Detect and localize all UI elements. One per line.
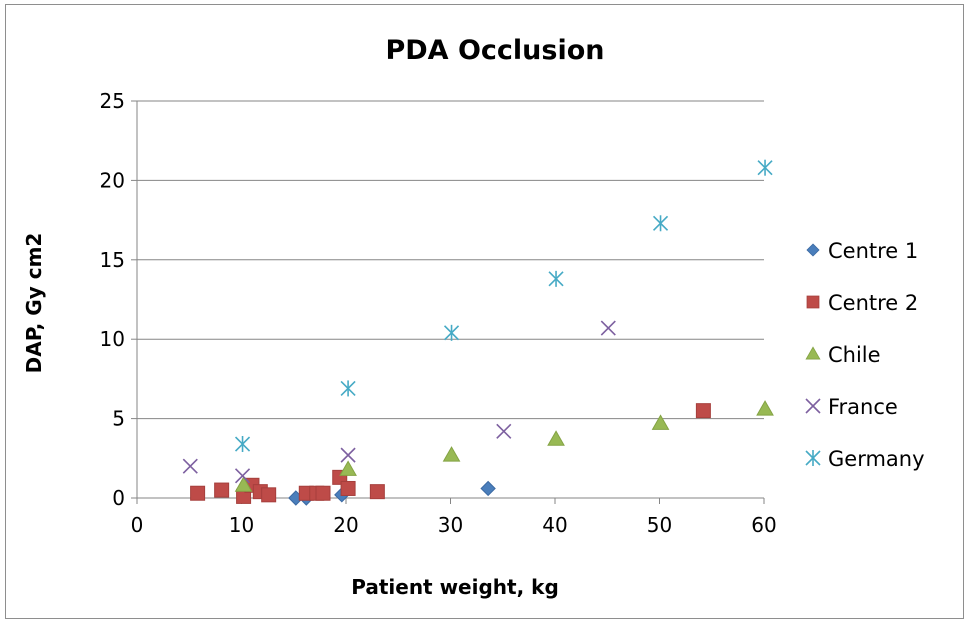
s1-point (340, 480, 356, 496)
s4-point (443, 324, 460, 341)
legend-marker (805, 450, 821, 466)
legend: Centre 1 Centre 2 Chile France Germany (805, 239, 925, 471)
s2-point (547, 430, 565, 446)
s1-point (695, 403, 711, 419)
s1-point (214, 482, 230, 498)
chart-title: PDA Occlusion (385, 35, 604, 66)
legend-item: Germany (805, 447, 925, 471)
legend-label: Germany (828, 447, 925, 471)
x-tick-label: 60 (751, 513, 776, 537)
y-tick-labels: 0 5 10 15 20 25 (100, 89, 125, 510)
y-tick-label: 10 (100, 327, 125, 351)
s4-point (548, 270, 564, 287)
s1-point (261, 487, 277, 503)
legend-item: France (805, 395, 898, 419)
s2-point (651, 414, 670, 430)
s3-point (496, 423, 512, 439)
x-tick-label: 40 (542, 513, 567, 537)
x-tick-label: 20 (333, 513, 358, 537)
s0-point (480, 480, 496, 497)
data-points (182, 159, 774, 506)
x-tick-label: 0 (131, 513, 144, 537)
legend-marker (805, 398, 821, 414)
s2-point (442, 446, 461, 462)
s4-point (757, 159, 773, 176)
y-axis-title: DAP, Gy cm2 (22, 233, 46, 374)
y-tick-label: 15 (100, 248, 125, 272)
s3-point (234, 468, 251, 484)
x-tick-labels: 0 10 20 30 40 50 60 (131, 513, 777, 537)
chart-frame: PDA Occlusion 0 5 10 15 20 25 0 10 20 30 40 50 60 P… (5, 4, 964, 619)
gridlines (137, 100, 764, 420)
axes (131, 100, 765, 504)
s3-point (182, 458, 198, 474)
y-tick-label: 0 (112, 486, 125, 510)
legend-item: Centre 1 (806, 239, 918, 263)
s3-point (340, 447, 356, 463)
y-tick-label: 20 (100, 168, 125, 192)
legend-marker (805, 346, 821, 360)
y-tick-label: 5 (112, 407, 125, 431)
legend-item: Centre 2 (806, 291, 918, 315)
x-tick-label: 10 (229, 513, 254, 537)
x-tick-label: 50 (647, 513, 672, 537)
legend-label: Chile (828, 343, 881, 367)
s2-point (756, 400, 774, 416)
x-axis-title: Patient weight, kg (351, 575, 559, 599)
s2-point (234, 476, 253, 492)
s1-point (369, 484, 385, 500)
s1-point (315, 485, 331, 501)
s2-point (339, 460, 357, 476)
y-tick-label: 25 (100, 89, 125, 113)
legend-item: Chile (805, 343, 881, 367)
s3-point (600, 320, 616, 336)
legend-marker (806, 243, 820, 257)
s1-point (190, 485, 206, 501)
s4-point (340, 380, 356, 397)
s4-point (652, 215, 669, 232)
legend-marker (806, 295, 820, 309)
x-tick-label: 30 (438, 513, 463, 537)
legend-label: Centre 1 (828, 239, 918, 263)
scatter-chart: PDA Occlusion 0 5 10 15 20 25 0 10 20 30 40 50 60 P… (22, 35, 925, 599)
s4-point (234, 436, 251, 453)
legend-label: France (828, 395, 898, 419)
legend-label: Centre 2 (828, 291, 918, 315)
